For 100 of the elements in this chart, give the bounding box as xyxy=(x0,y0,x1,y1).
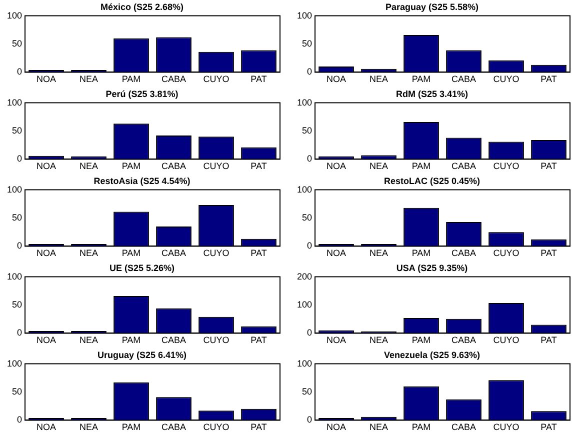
x-tick-label: CUYO xyxy=(203,161,230,172)
x-tick-label: NEA xyxy=(80,335,98,346)
y-tick-label: 100 xyxy=(6,10,22,20)
x-tick-label: NOA xyxy=(326,74,346,84)
x-tick-label: NEA xyxy=(370,248,388,258)
y-tick-label: 0 xyxy=(307,66,312,77)
x-tick-label: PAT xyxy=(540,422,558,432)
x-tick-label: CABA xyxy=(452,335,476,346)
x-tick-label: CUYO xyxy=(493,161,520,172)
x-tick-label: PAT xyxy=(250,74,268,84)
x-tick-label: NEA xyxy=(370,161,388,172)
x-tick-label: PAM xyxy=(122,335,141,346)
x-tick-label: PAM xyxy=(412,248,431,258)
chart-title: USA (S25 9.35%) xyxy=(396,262,468,273)
y-tick-label: 0 xyxy=(307,154,312,164)
y-tick-label: 100 xyxy=(296,184,312,194)
x-tick-label: CABA xyxy=(162,74,186,84)
y-tick-label: 100 xyxy=(6,271,22,282)
x-tick-label: NEA xyxy=(80,161,98,172)
chart-title: Uruguay (S25 6.41%) xyxy=(97,350,187,360)
x-tick-label: NOA xyxy=(36,335,56,346)
x-tick-label: NOA xyxy=(326,335,346,346)
chart-title: RestoAsia (S25 4.54%) xyxy=(94,176,190,186)
x-tick-label: NEA xyxy=(80,248,98,258)
chart-title: México (S25 2.68%) xyxy=(100,2,184,12)
x-tick-label: CUYO xyxy=(203,335,230,346)
x-tick-label: NOA xyxy=(36,422,56,432)
chart-title: Perú (S25 3.81%) xyxy=(106,88,178,99)
y-tick-label: 0 xyxy=(17,414,22,425)
x-tick-label: PAT xyxy=(250,335,268,346)
x-tick-label: CUYO xyxy=(203,74,230,84)
x-tick-label: CABA xyxy=(162,422,186,432)
y-tick-label: 0 xyxy=(307,240,312,251)
y-tick-label: 0 xyxy=(17,240,22,251)
x-tick-label: NOA xyxy=(36,74,56,84)
chart-title: Paraguay (S25 5.58%) xyxy=(385,2,479,12)
x-tick-label: NEA xyxy=(370,74,388,84)
x-tick-label: PAT xyxy=(250,422,268,432)
y-tick-label: 100 xyxy=(296,358,312,368)
y-tick-label: 100 xyxy=(296,10,312,20)
chart-title: RestoLAC (S25 0.45%) xyxy=(384,176,480,186)
y-tick-label: 50 xyxy=(12,38,22,48)
chart-title: UE (S25 5.26%) xyxy=(109,262,175,273)
x-tick-label: CABA xyxy=(452,161,476,172)
x-tick-label: CABA xyxy=(452,248,476,258)
x-tick-label: PAT xyxy=(540,335,558,346)
y-tick-label: 100 xyxy=(6,184,22,194)
x-tick-label: NEA xyxy=(370,422,388,432)
x-tick-label: CUYO xyxy=(203,248,230,258)
x-tick-label: CUYO xyxy=(203,422,230,432)
y-tick-label: 0 xyxy=(17,66,22,77)
x-tick-label: PAT xyxy=(540,248,558,258)
y-tick-label: 0 xyxy=(307,414,312,425)
y-tick-label: 50 xyxy=(302,125,312,136)
y-tick-label: 100 xyxy=(6,358,22,368)
x-tick-label: NEA xyxy=(370,335,388,346)
x-tick-label: PAM xyxy=(122,248,141,258)
x-tick-label: CUYO xyxy=(493,422,520,432)
x-tick-label: PAM xyxy=(412,422,431,432)
y-tick-label: 100 xyxy=(6,97,22,108)
y-tick-label: 50 xyxy=(12,299,22,310)
x-tick-label: NOA xyxy=(36,248,56,258)
x-tick-label: CUYO xyxy=(493,335,520,346)
x-tick-label: PAT xyxy=(540,161,558,172)
chart-title: RdM (S25 3.41%) xyxy=(396,88,468,99)
y-tick-label: 50 xyxy=(302,38,312,48)
x-tick-label: CABA xyxy=(162,161,186,172)
x-tick-label: NOA xyxy=(326,422,346,432)
y-tick-label: 50 xyxy=(302,212,312,222)
y-tick-label: 50 xyxy=(12,125,22,136)
x-tick-label: CABA xyxy=(162,248,186,258)
chart-title: Venezuela (S25 9.63%) xyxy=(384,350,480,360)
x-tick-label: PAT xyxy=(540,74,558,84)
y-tick-label: 0 xyxy=(17,328,22,338)
y-tick-label: 0 xyxy=(17,154,22,164)
x-tick-label: PAM xyxy=(412,335,431,346)
y-tick-label: 100 xyxy=(296,97,312,108)
x-tick-label: PAM xyxy=(122,74,141,84)
x-tick-label: CUYO xyxy=(493,74,520,84)
y-tick-label: 200 xyxy=(296,271,312,282)
x-tick-label: CABA xyxy=(162,335,186,346)
x-tick-label: PAM xyxy=(122,161,141,172)
x-tick-label: PAM xyxy=(122,422,141,432)
x-tick-label: NOA xyxy=(326,248,346,258)
x-tick-label: NEA xyxy=(80,74,98,84)
y-tick-label: 50 xyxy=(302,386,312,396)
x-tick-label: CABA xyxy=(452,74,476,84)
x-tick-label: CUYO xyxy=(493,248,520,258)
y-tick-label: 100 xyxy=(296,299,312,310)
y-tick-label: 50 xyxy=(12,212,22,222)
x-tick-label: NOA xyxy=(326,161,346,172)
y-tick-label: 50 xyxy=(12,386,22,396)
x-tick-label: PAT xyxy=(250,248,268,258)
x-tick-label: PAM xyxy=(412,74,431,84)
x-tick-label: NEA xyxy=(80,422,98,432)
x-tick-label: NOA xyxy=(36,161,56,172)
y-tick-label: 0 xyxy=(307,328,312,338)
x-tick-label: CABA xyxy=(452,422,476,432)
x-tick-label: PAM xyxy=(412,161,431,172)
x-tick-label: PAT xyxy=(250,161,268,172)
